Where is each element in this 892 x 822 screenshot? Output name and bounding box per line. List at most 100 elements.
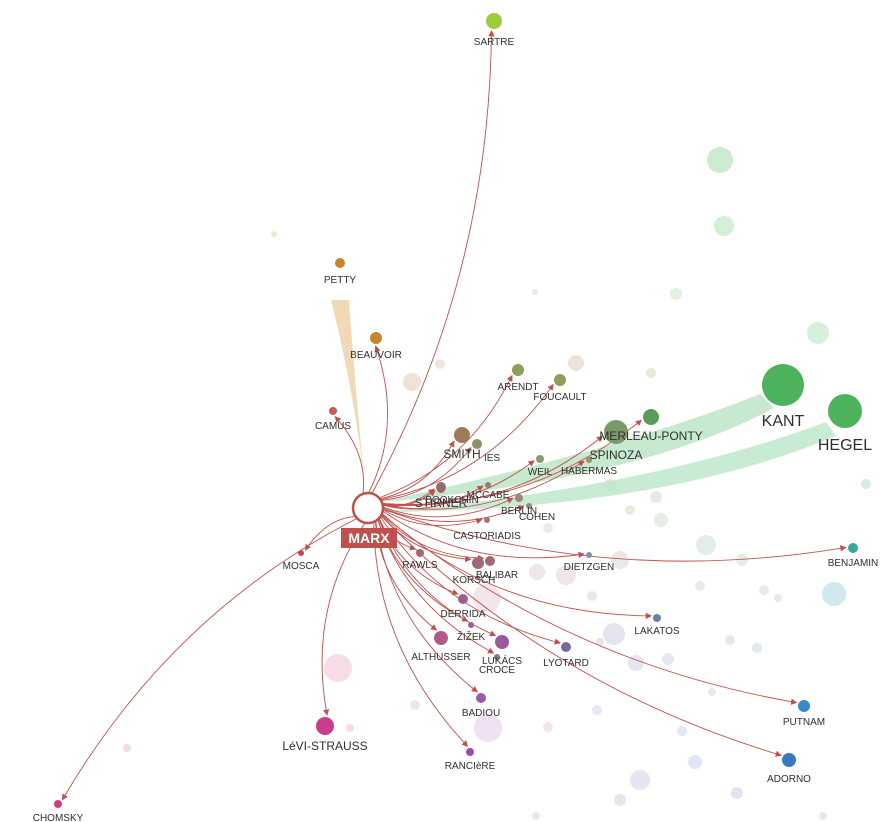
node-beauvoir[interactable] <box>370 332 382 344</box>
node-sartre[interactable] <box>486 13 502 29</box>
node-lukács[interactable] <box>495 635 509 649</box>
node-lakatos[interactable] <box>653 614 661 622</box>
label-badiou: BADIOU <box>462 708 500 719</box>
label-sartre: SARTRE <box>474 37 515 48</box>
node-mosca[interactable] <box>298 550 304 556</box>
label-hegel: HEGEL <box>818 437 872 454</box>
node-putnam[interactable] <box>798 700 810 712</box>
background-node <box>587 591 597 601</box>
label-bookchin: BOOKCHIN <box>425 495 478 506</box>
background-node <box>819 812 827 820</box>
node-derrida[interactable] <box>458 594 468 604</box>
edge-marx-cohen <box>382 505 525 522</box>
background-node <box>731 787 743 799</box>
node-berlin[interactable] <box>515 494 523 502</box>
node-ies[interactable] <box>472 439 482 449</box>
background-node <box>752 643 762 653</box>
background-node <box>696 535 716 555</box>
node-stirner[interactable] <box>437 485 445 493</box>
background-node <box>568 355 584 371</box>
edge-marx-benjamin <box>382 508 847 562</box>
edge-marx-arendt <box>378 374 513 499</box>
label-lévi-strauss: LéVI-STRAUSS <box>282 739 367 753</box>
background-node <box>688 755 702 769</box>
node-lévi-strauss[interactable] <box>316 717 334 735</box>
background-node <box>662 653 674 665</box>
edge-marx-rancière <box>373 521 469 747</box>
label-althusser: ALTHUSSER <box>411 652 470 663</box>
edge-marx-putnam <box>381 513 798 705</box>
node-hegel[interactable] <box>828 394 862 428</box>
background-node <box>474 714 502 742</box>
node-cohen[interactable] <box>526 503 532 509</box>
background-node <box>670 288 682 300</box>
edge-marx-balibar <box>381 513 485 562</box>
node-lyotard[interactable] <box>561 642 571 652</box>
label-rancière: RANCIèRE <box>445 761 496 772</box>
label-croce: CROCE <box>479 665 515 676</box>
node-habermas[interactable] <box>586 457 592 463</box>
node-arendt[interactable] <box>512 364 524 376</box>
node-spinoza[interactable] <box>604 420 628 444</box>
node-rancière[interactable] <box>466 748 474 756</box>
node-foucault[interactable] <box>554 374 566 386</box>
label-spinoza: SPINOZA <box>590 448 643 462</box>
node-smith[interactable] <box>454 427 470 443</box>
label-chomsky: CHOMSKY <box>33 813 84 822</box>
node-mccabe[interactable] <box>485 482 491 488</box>
node-merleau-ponty[interactable] <box>643 409 659 425</box>
edge-marx-spinoza <box>382 435 604 506</box>
focus-node[interactable]: MARX <box>341 491 397 548</box>
node-croce[interactable] <box>494 654 500 660</box>
node-žižek[interactable] <box>468 622 474 628</box>
node-petty[interactable] <box>335 258 345 268</box>
node-kant[interactable] <box>762 364 804 406</box>
node-badiou[interactable] <box>476 693 486 703</box>
edge-marx-sartre <box>371 30 495 494</box>
node-althusser[interactable] <box>434 631 448 645</box>
node-castoriadis[interactable] <box>484 517 490 523</box>
node-balibar[interactable] <box>485 556 495 566</box>
background-node <box>774 594 782 602</box>
background-node <box>403 373 421 391</box>
background-nodes <box>123 147 871 820</box>
node-rawls[interactable] <box>416 549 424 557</box>
node-chomsky[interactable] <box>54 800 62 808</box>
edge-marx-habermas <box>382 460 585 510</box>
focus-label: MARX <box>348 530 390 546</box>
background-node <box>346 724 354 732</box>
label-petty: PETTY <box>324 275 357 286</box>
node-weil[interactable] <box>536 455 544 463</box>
background-node <box>628 655 644 671</box>
node-adorno[interactable] <box>782 753 796 767</box>
label-putnam: PUTNAM <box>783 717 825 728</box>
background-node <box>603 623 625 645</box>
background-node <box>532 289 538 295</box>
background-node <box>271 231 277 237</box>
thinker-nodes[interactable] <box>54 13 862 808</box>
node-camus[interactable] <box>329 407 337 415</box>
background-node <box>807 322 829 344</box>
background-node <box>736 554 748 566</box>
background-node <box>324 654 352 682</box>
label-merleau-ponty: MERLEAU-PONTY <box>599 429 702 443</box>
node-dietzgen[interactable] <box>586 552 592 558</box>
background-node <box>123 744 131 752</box>
background-node <box>725 635 735 645</box>
label-rawls: RAWLS <box>402 560 438 571</box>
background-node <box>543 722 553 732</box>
focus-node-ring[interactable] <box>351 491 385 525</box>
edge-marx-adorno <box>380 515 782 757</box>
background-node <box>410 700 420 710</box>
node-benjamin[interactable] <box>848 543 858 553</box>
node-korsch[interactable] <box>472 557 484 569</box>
label-dietzgen: DIETZGEN <box>564 562 615 573</box>
background-node <box>614 794 626 806</box>
edge-marx-dietzgen <box>382 510 585 559</box>
label-beauvoir: BEAUVOIR <box>350 350 402 361</box>
background-node <box>714 216 734 236</box>
label-ies: IES <box>484 453 500 464</box>
edge-marx-berlin <box>382 497 514 518</box>
